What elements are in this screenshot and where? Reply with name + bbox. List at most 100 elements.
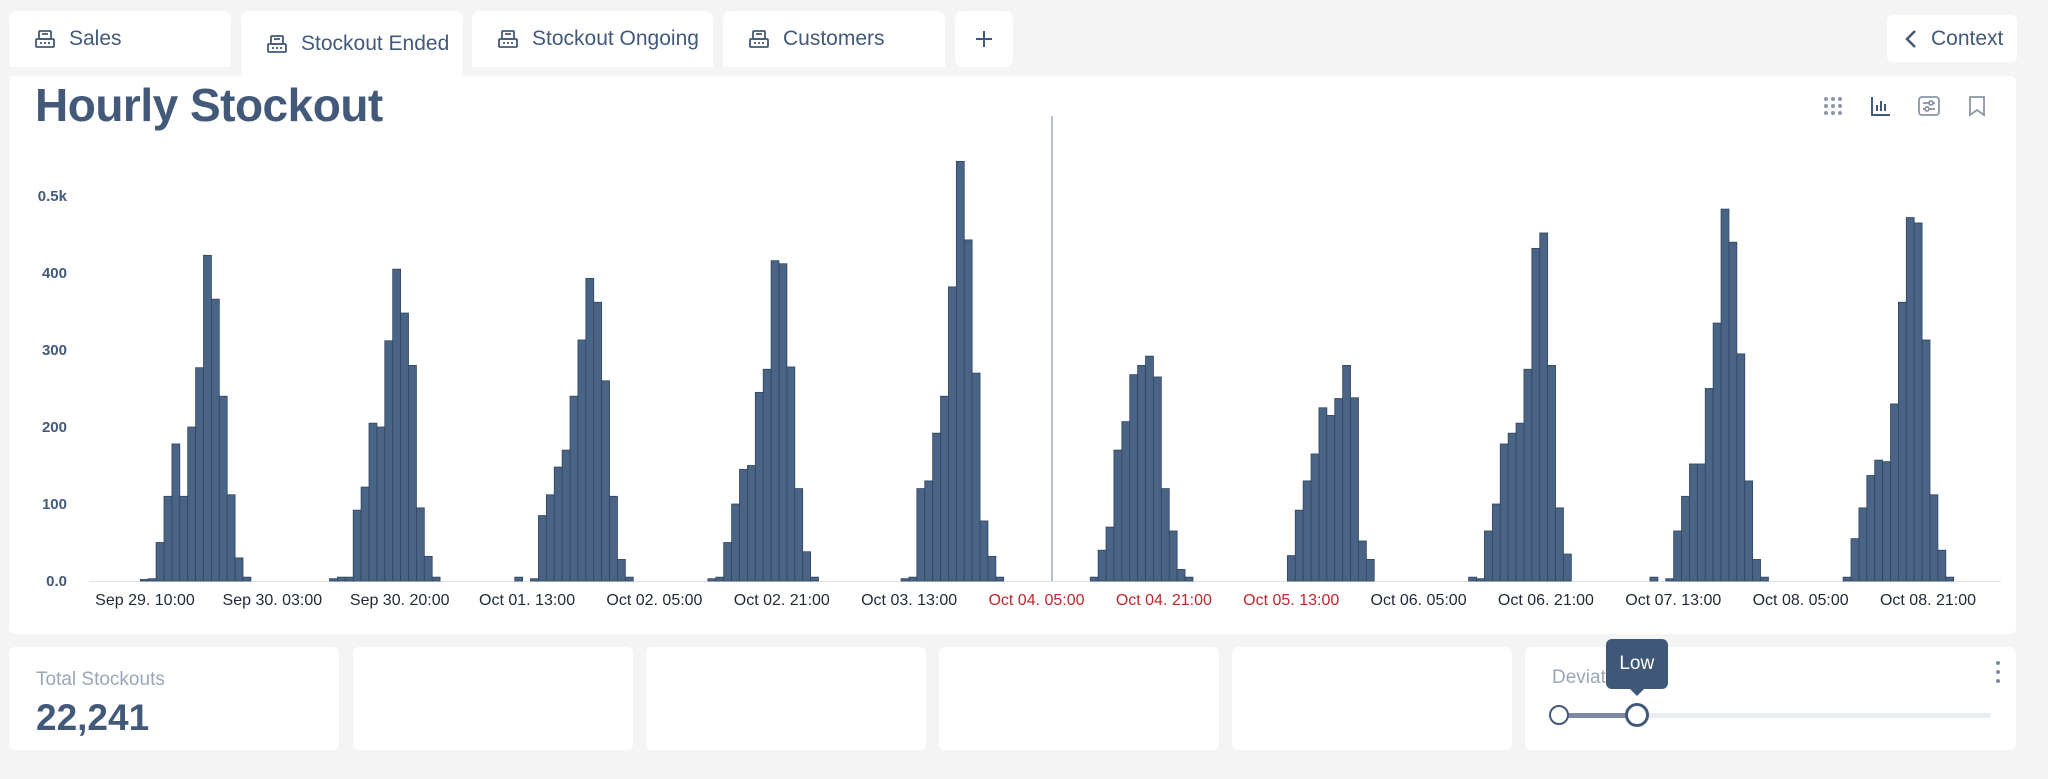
bar-chart-icon[interactable] <box>1867 92 1895 120</box>
tab-customers[interactable]: Customers <box>723 11 945 67</box>
tab-stockout-ended[interactable]: Stockout Ended <box>241 11 463 76</box>
chart-bar[interactable] <box>739 468 748 582</box>
chart-bar[interactable] <box>1649 576 1659 582</box>
chart-bar[interactable] <box>226 494 236 582</box>
chart-bar[interactable] <box>900 578 910 582</box>
chart-bar[interactable] <box>932 432 941 582</box>
chart-bar[interactable] <box>329 578 338 582</box>
chart-bar[interactable] <box>545 494 555 582</box>
bookmark-icon[interactable] <box>1963 92 1991 120</box>
chart-bar[interactable] <box>187 426 196 582</box>
chart-bar[interactable] <box>1160 488 1170 582</box>
chart-bar[interactable] <box>1491 503 1501 582</box>
chart-bar[interactable] <box>1365 559 1375 582</box>
context-button[interactable]: Context <box>1887 15 2017 62</box>
chart-bar[interactable] <box>376 426 386 582</box>
chart-bar[interactable] <box>352 509 362 582</box>
slider-handle[interactable] <box>1624 703 1649 727</box>
chart-bar[interactable] <box>810 576 819 582</box>
chart-bar[interactable] <box>1507 432 1517 582</box>
chart-bar[interactable] <box>553 466 563 582</box>
chart-bar[interactable] <box>786 366 796 582</box>
chart-bar[interactable] <box>754 391 764 582</box>
chart-bar[interactable] <box>1673 530 1682 582</box>
chart-bar[interactable] <box>1089 576 1099 582</box>
chart-bar[interactable] <box>731 503 740 582</box>
chart-bar[interactable] <box>431 576 441 582</box>
chart-bar[interactable] <box>1744 480 1754 582</box>
chart-bar[interactable] <box>1929 494 1939 582</box>
chart-bar[interactable] <box>1294 509 1304 582</box>
chart-bar[interactable] <box>908 576 918 582</box>
chart-bar[interactable] <box>1842 576 1852 582</box>
chart-bar[interactable] <box>1326 415 1336 582</box>
chart-bar[interactable] <box>368 422 378 582</box>
chart-bar[interactable] <box>139 579 149 582</box>
chart-bar[interactable] <box>617 559 626 582</box>
chart-bar[interactable] <box>1689 463 1698 582</box>
chart-bar[interactable] <box>336 576 346 582</box>
chart-bar[interactable] <box>155 542 165 582</box>
chart-bar[interactable] <box>1866 475 1876 582</box>
chart-bar[interactable] <box>1850 538 1860 582</box>
chart-bar[interactable] <box>1105 526 1115 582</box>
chart-bar[interactable] <box>561 449 571 582</box>
tab-sales[interactable]: Sales <box>9 11 231 67</box>
chart-bar[interactable] <box>1145 355 1154 582</box>
chart-bar[interactable] <box>1547 364 1556 582</box>
chart-bar[interactable] <box>1476 578 1485 582</box>
chart-bar[interactable] <box>203 254 212 582</box>
chart-bar[interactable] <box>1358 540 1367 582</box>
chart-bar[interactable] <box>1302 480 1312 582</box>
chart-bar[interactable] <box>971 372 981 582</box>
chart-bar[interactable] <box>778 263 788 582</box>
chart-bar[interactable] <box>1318 407 1328 582</box>
chart-bar[interactable] <box>802 551 812 582</box>
chart-bar[interactable] <box>948 286 957 582</box>
chart-bar[interactable] <box>360 486 370 582</box>
chart-bar[interactable] <box>1696 463 1706 582</box>
chart-bar[interactable] <box>171 443 181 582</box>
chart-bar[interactable] <box>1712 322 1722 582</box>
chart-bar[interactable] <box>1310 453 1320 582</box>
chart-bar[interactable] <box>1137 364 1146 582</box>
chart-bar[interactable] <box>979 520 989 582</box>
chart-bar[interactable] <box>1882 461 1891 582</box>
chart-bar[interactable] <box>1539 232 1549 582</box>
chart-bar[interactable] <box>1898 301 1907 582</box>
chart-bar[interactable] <box>1752 559 1761 582</box>
chart-bar[interactable] <box>1523 368 1533 582</box>
chart-bar[interactable] <box>1937 549 1947 582</box>
chart-bar[interactable] <box>234 557 244 582</box>
chart-bar[interactable] <box>1097 549 1107 582</box>
chart-bar[interactable] <box>624 576 634 582</box>
chart-bar[interactable] <box>1874 459 1883 582</box>
chart-bar[interactable] <box>1342 364 1351 582</box>
chart-bar[interactable] <box>707 578 717 582</box>
chart-bar[interactable] <box>593 301 603 582</box>
add-tab-button[interactable] <box>955 11 1013 67</box>
chart-bar[interactable] <box>924 480 934 582</box>
chart-bar[interactable] <box>530 578 539 582</box>
chart-bar[interactable] <box>163 495 173 582</box>
chart-bar[interactable] <box>384 340 394 582</box>
chart-bar[interactable] <box>770 260 780 582</box>
chart-bar[interactable] <box>538 515 547 582</box>
chart-bar[interactable] <box>1913 222 1923 582</box>
chart-bar[interactable] <box>344 576 354 582</box>
chart-bar[interactable] <box>916 488 926 582</box>
chart-bar[interactable] <box>715 576 725 582</box>
chart-bar[interactable] <box>995 576 1005 582</box>
chart-bar[interactable] <box>423 555 433 582</box>
chart-bar[interactable] <box>1890 403 1899 582</box>
kebab-menu-icon[interactable] <box>1994 661 2002 683</box>
chart-bar[interactable] <box>1531 247 1541 582</box>
chart-bar[interactable] <box>609 495 618 582</box>
chart-bar[interactable] <box>1665 578 1675 582</box>
chart-bar[interactable] <box>1468 576 1477 582</box>
slider-min-handle[interactable] <box>1549 705 1569 725</box>
chart-bar[interactable] <box>400 312 409 582</box>
grid-icon[interactable] <box>1819 92 1847 120</box>
chart-bar[interactable] <box>514 576 524 582</box>
chart-bar[interactable] <box>1350 397 1359 582</box>
